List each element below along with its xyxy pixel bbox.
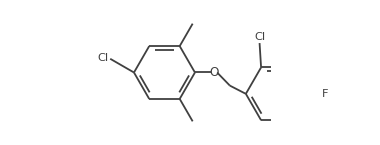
Text: Cl: Cl: [254, 32, 266, 42]
Text: F: F: [321, 89, 328, 99]
Text: O: O: [209, 66, 218, 79]
Text: Cl: Cl: [98, 53, 109, 63]
